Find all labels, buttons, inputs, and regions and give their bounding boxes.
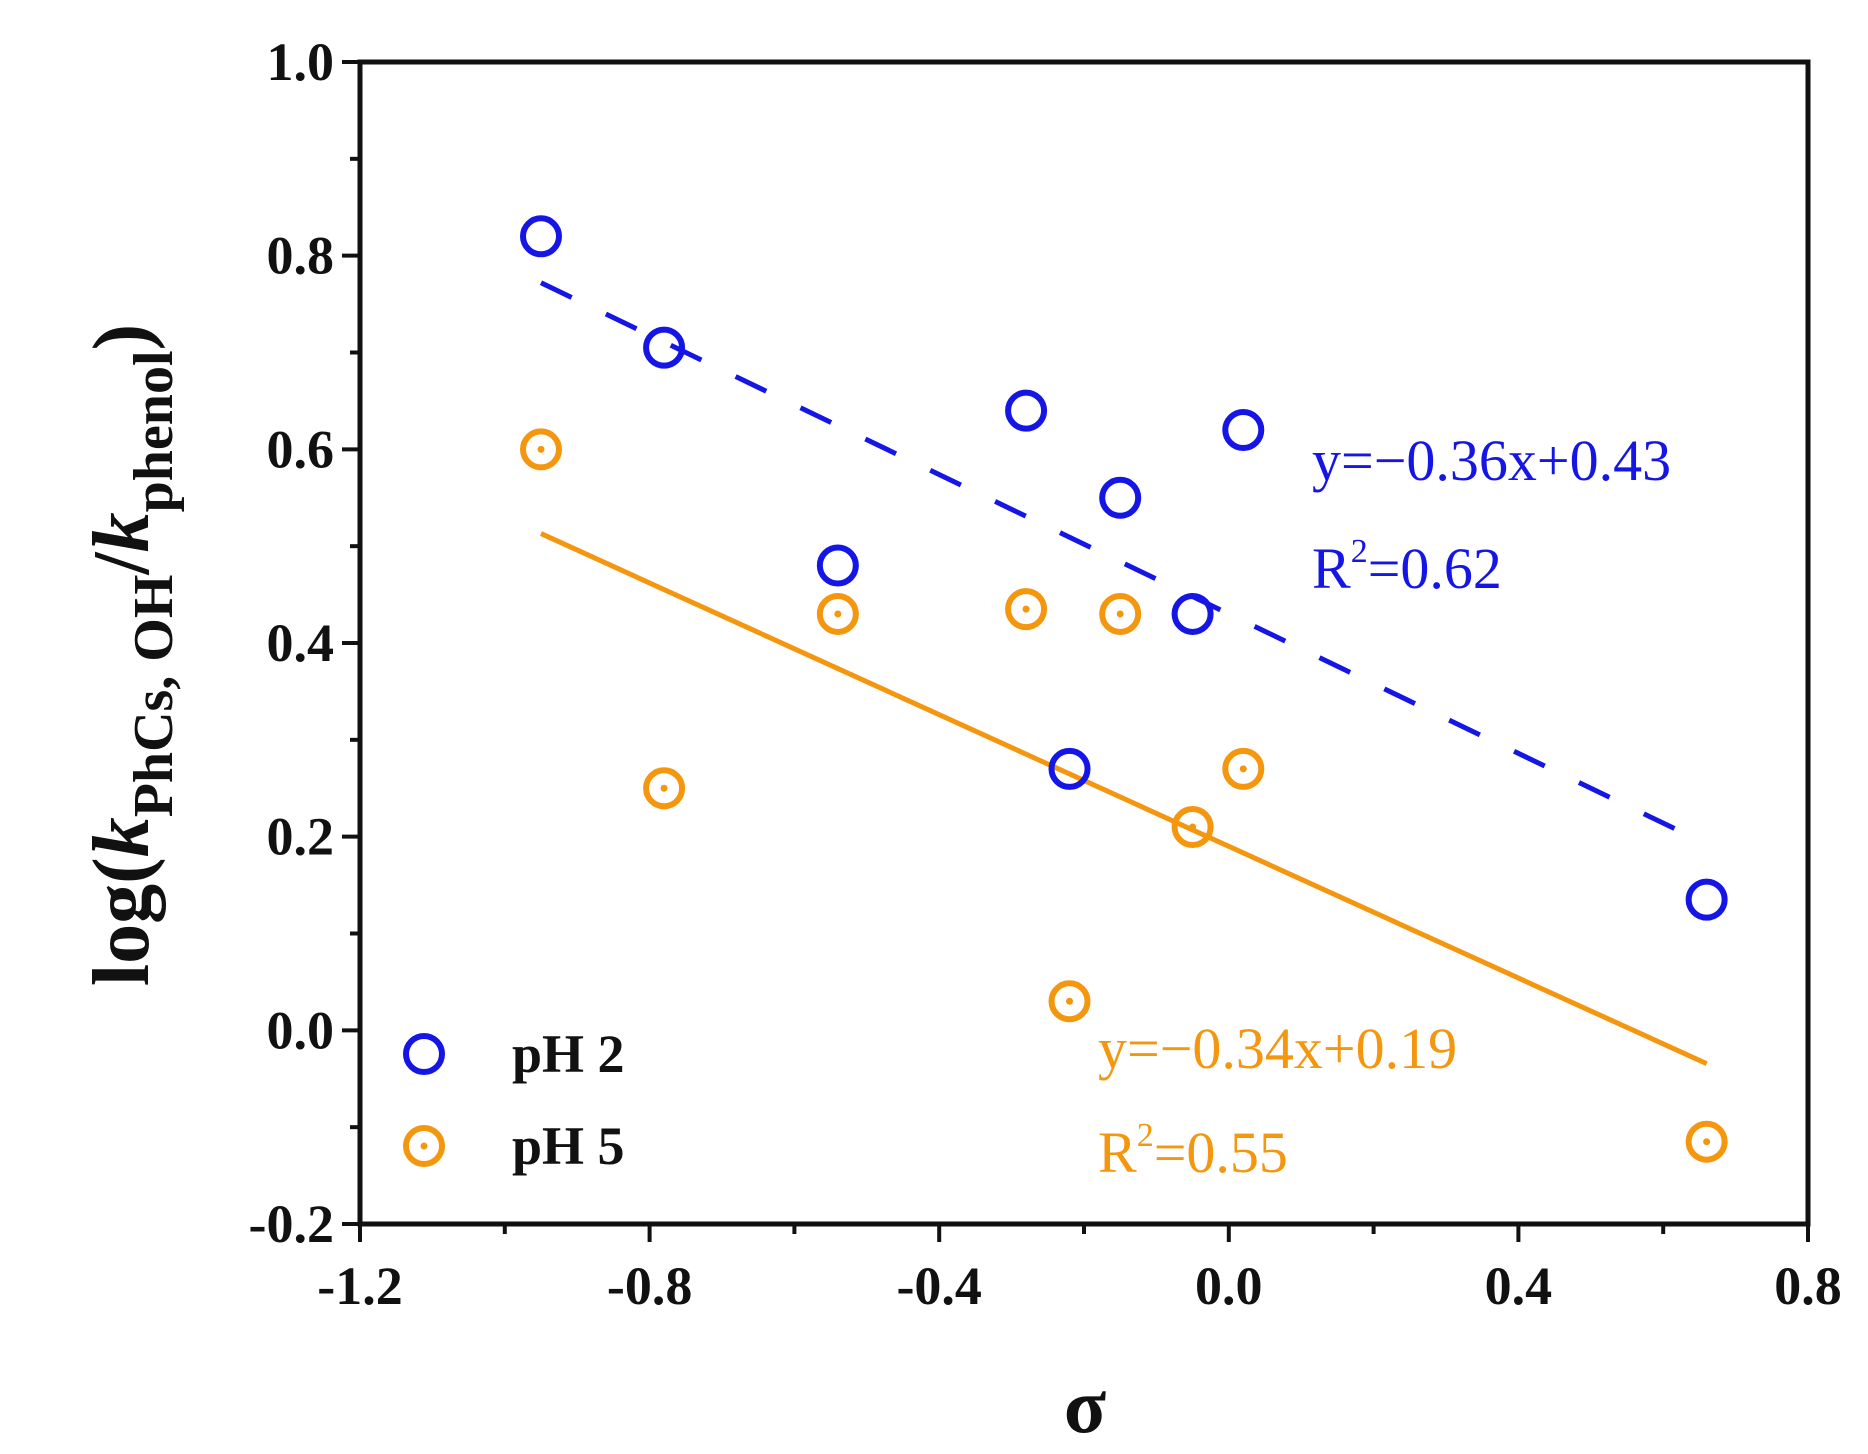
y-axis-ticks: -0.2 0.0 0.2 0.4 0.6 0.8 1.0: [249, 32, 360, 1254]
x-tick-label: 0.0: [1195, 1256, 1263, 1316]
data-point-ph5: [1222, 747, 1265, 790]
y-axis-title-prefix: log(: [78, 857, 166, 986]
fit-equation-ph5: y=−0.34x+0.19: [1098, 1016, 1457, 1081]
data-point-ph2: [1005, 389, 1048, 432]
y-tick-label: 1.0: [267, 32, 335, 92]
y-tick-label: 0.4: [267, 613, 335, 673]
x-axis-ticks: -1.2 -0.8 -0.4 0.0 0.4 0.8: [317, 1224, 1842, 1316]
y-axis-title: log(kPhCs, OH/kphenol): [78, 324, 185, 986]
legend-marker-ph5: [403, 1125, 445, 1167]
legend: pH 2 pH 5: [403, 1024, 625, 1176]
data-point-ph2: [1222, 408, 1265, 451]
data-point-ph5: [1171, 805, 1214, 848]
fit-r2-ph5-sup: 2: [1137, 1117, 1154, 1154]
fit-r2-ph2-prefix: R: [1312, 536, 1351, 601]
data-point-ph2: [816, 544, 859, 587]
y-axis-title-suffix: ): [78, 324, 166, 351]
fit-equation-ph2: y=−0.36x+0.43: [1312, 428, 1671, 493]
x-tick-label: -1.2: [317, 1256, 402, 1316]
y-axis-title-k2: k: [78, 512, 166, 552]
legend-label-ph5: pH 5: [512, 1116, 625, 1176]
fit-r2-ph5-prefix: R: [1098, 1120, 1137, 1185]
fit-r2-ph5-value: =0.55: [1154, 1120, 1288, 1185]
fit-r2-ph2-value: =0.62: [1368, 536, 1502, 601]
y-axis-title-sub1: PhCs, OH: [123, 575, 185, 818]
x-tick-label: -0.4: [896, 1256, 981, 1316]
y-axis-title-k1: k: [78, 817, 166, 857]
data-point-ph5: [816, 592, 859, 635]
y-tick-label: 0.2: [267, 807, 335, 867]
fit-r2-ph5: R2=0.55: [1098, 1117, 1288, 1185]
data-point-ph2: [1048, 747, 1091, 790]
fit-annotation-ph2: y=−0.36x+0.43 R2=0.62: [1312, 428, 1671, 601]
x-axis-title: σ: [1064, 1362, 1106, 1449]
data-point-ph5: [643, 767, 686, 810]
x-tick-label: -0.8: [607, 1256, 692, 1316]
fit-line-ph5: [539, 531, 1708, 1066]
data-point-ph2: [643, 326, 686, 369]
fit-line-ph2: [539, 280, 1708, 847]
y-axis-title-sub2: phenol: [123, 350, 185, 512]
y-tick-label: 0.6: [267, 419, 335, 479]
y-tick-label: -0.2: [249, 1194, 334, 1254]
legend-marker-ph2: [403, 1033, 445, 1075]
data-point-ph2: [520, 215, 562, 258]
legend-label-ph2: pH 2: [512, 1024, 625, 1084]
fit-lines: [539, 280, 1708, 1066]
data-point-ph5: [520, 428, 562, 471]
fit-r2-ph2-sup: 2: [1351, 533, 1368, 570]
fit-r2-ph2: R2=0.62: [1312, 533, 1502, 601]
data-point-ph5: [1005, 588, 1048, 631]
data-point-ph2: [1099, 476, 1142, 519]
data-point-ph2: [1171, 592, 1214, 635]
y-axis-title-slash: /: [78, 551, 166, 576]
y-tick-label: 0.8: [267, 226, 335, 286]
data-point-ph2: [1685, 878, 1728, 921]
data-points: [520, 215, 1728, 1163]
x-tick-label: 0.4: [1485, 1256, 1553, 1316]
data-point-ph5: [1099, 592, 1142, 635]
y-tick-label: 0.0: [267, 1000, 335, 1060]
data-point-ph5: [1048, 980, 1091, 1023]
x-tick-label: 0.8: [1774, 1256, 1842, 1316]
fit-annotation-ph5: y=−0.34x+0.19 R2=0.55: [1098, 1016, 1457, 1185]
data-point-ph5: [1685, 1120, 1728, 1163]
